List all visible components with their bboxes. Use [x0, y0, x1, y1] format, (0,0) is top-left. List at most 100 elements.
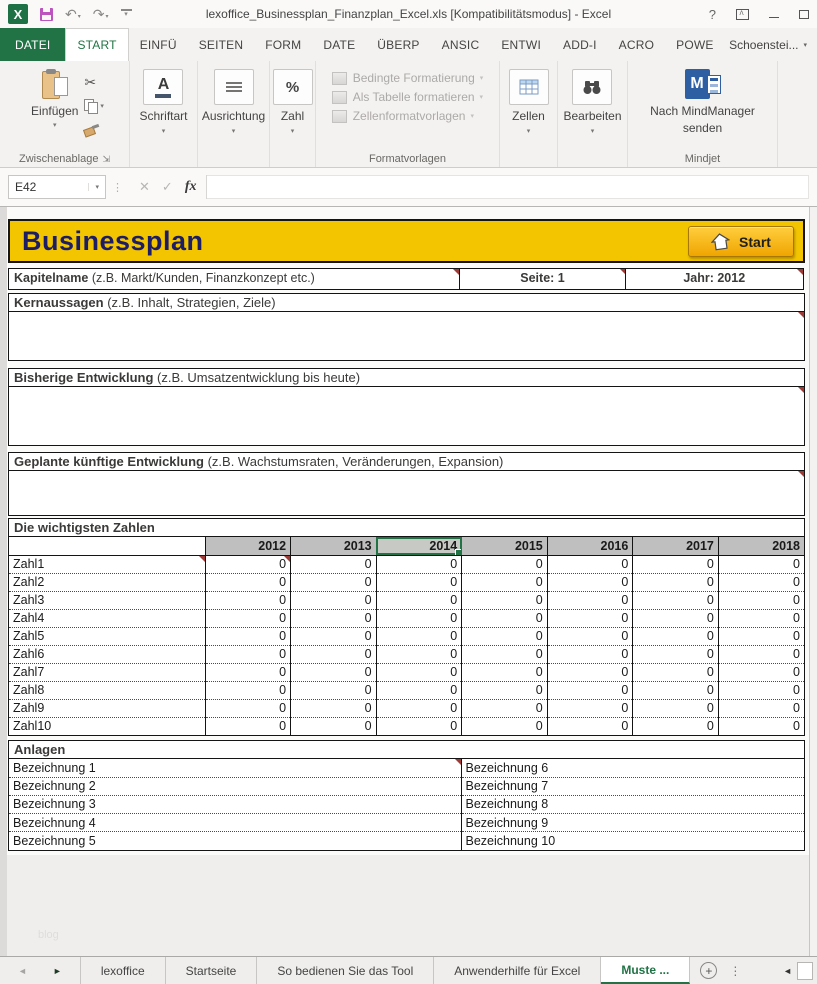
ribbon-tab-einfü[interactable]: EINFÜ — [139, 37, 177, 52]
value-cell[interactable]: 0 — [204, 591, 291, 610]
value-cell[interactable]: 0 — [204, 699, 291, 718]
value-cell[interactable]: 0 — [204, 555, 291, 574]
value-cell[interactable]: 0 — [375, 717, 462, 735]
year-header-cell[interactable]: 2015 — [461, 537, 548, 556]
value-cell[interactable]: 0 — [717, 663, 804, 682]
value-cell[interactable]: 0 — [290, 645, 377, 664]
value-cell[interactable]: 0 — [461, 663, 548, 682]
value-cell[interactable]: 0 — [461, 555, 548, 574]
value-cell[interactable]: 0 — [546, 591, 633, 610]
sheet-tab-lexoffice[interactable]: lexoffice — [81, 957, 166, 984]
value-cell[interactable]: 0 — [290, 555, 377, 574]
corner-cell[interactable] — [9, 537, 205, 556]
value-cell[interactable]: 0 — [461, 573, 548, 592]
year-header-cell[interactable]: 2018 — [717, 537, 804, 556]
ribbon-tab-add-i[interactable]: ADD-I — [563, 37, 597, 52]
sheet-tab-muste[interactable]: Muste ... — [601, 957, 691, 984]
insert-function-icon[interactable]: fx — [184, 179, 197, 194]
vertical-scrollbar[interactable] — [809, 207, 817, 956]
value-cell[interactable]: 0 — [204, 573, 291, 592]
format-painter-button[interactable] — [84, 121, 104, 139]
anlage-cell[interactable]: Bezeichnung 1 — [9, 759, 462, 778]
value-cell[interactable]: 0 — [375, 681, 462, 700]
value-cell[interactable]: 0 — [546, 699, 633, 718]
value-cell[interactable]: 0 — [717, 555, 804, 574]
enter-icon[interactable]: ✓ — [161, 179, 173, 194]
row-label-cell[interactable]: Zahl8 — [9, 681, 205, 700]
value-cell[interactable]: 0 — [461, 627, 548, 646]
anlage-cell[interactable]: Bezeichnung 6 — [461, 759, 804, 778]
value-cell[interactable]: 0 — [204, 717, 291, 735]
row-label-cell[interactable]: Zahl5 — [9, 627, 205, 646]
value-cell[interactable]: 0 — [632, 555, 719, 574]
value-cell[interactable]: 0 — [461, 609, 548, 628]
section-geplante-entwicklung[interactable]: Geplante künftige Entwicklung (z.B. Wach… — [8, 452, 805, 516]
row-label-cell[interactable]: Zahl9 — [9, 699, 205, 718]
anlage-cell[interactable]: Bezeichnung 5 — [9, 831, 462, 850]
ribbon-tab-start[interactable]: START — [65, 28, 129, 61]
value-cell[interactable]: 0 — [717, 627, 804, 646]
sheet-tab-sobedienensiedastool[interactable]: So bedienen Sie das Tool — [257, 957, 435, 984]
cancel-icon[interactable]: ✕ — [139, 179, 150, 194]
value-cell[interactable]: 0 — [461, 681, 548, 700]
seite-cell[interactable]: Seite: 1 — [458, 268, 627, 290]
row-label-cell[interactable]: Zahl3 — [9, 591, 205, 610]
year-header-cell[interactable]: 2017 — [632, 537, 719, 556]
anlage-cell[interactable]: Bezeichnung 3 — [9, 795, 462, 815]
copy-button[interactable]: ▾ — [84, 97, 104, 115]
value-cell[interactable]: 0 — [546, 717, 633, 735]
anlage-cell[interactable]: Bezeichnung 8 — [461, 795, 804, 815]
value-cell[interactable]: 0 — [375, 663, 462, 682]
value-cell[interactable]: 0 — [632, 609, 719, 628]
row-label-cell[interactable]: Zahl6 — [9, 645, 205, 664]
value-cell[interactable]: 0 — [632, 681, 719, 700]
ribbon-tab-acro[interactable]: ACRO — [618, 37, 655, 52]
value-cell[interactable]: 0 — [204, 663, 291, 682]
number-dropdown-button[interactable]: % Zahl ▾ — [272, 65, 313, 149]
name-box[interactable]: E42 ▾ — [8, 175, 106, 199]
start-button[interactable]: Start — [688, 226, 794, 257]
value-cell[interactable]: 0 — [632, 645, 719, 664]
value-cell[interactable]: 0 — [375, 591, 462, 610]
customize-toolbar-icon[interactable]: ▾ — [120, 9, 132, 19]
value-cell[interactable]: 0 — [204, 681, 291, 700]
value-cell[interactable]: 0 — [290, 717, 377, 735]
value-cell[interactable]: 0 — [461, 645, 548, 664]
value-cell[interactable]: 0 — [717, 609, 804, 628]
add-sheet-button[interactable]: + — [700, 962, 718, 979]
redo-button[interactable]: ↷ ▾ — [93, 7, 109, 21]
value-cell[interactable]: 0 — [717, 699, 804, 718]
value-cell[interactable]: 0 — [461, 699, 548, 718]
value-cell[interactable]: 0 — [717, 645, 804, 664]
value-cell[interactable]: 0 — [290, 681, 377, 700]
minimize-button[interactable] — [769, 11, 779, 18]
excel-app-icon[interactable]: X — [8, 4, 28, 24]
value-cell[interactable]: 0 — [290, 573, 377, 592]
value-cell[interactable]: 0 — [375, 627, 462, 646]
paste-button[interactable]: Einfügen ▾ — [25, 65, 84, 149]
row-label-cell[interactable]: Zahl1 — [9, 555, 205, 574]
value-cell[interactable]: 0 — [546, 573, 633, 592]
value-cell[interactable]: 0 — [717, 681, 804, 700]
font-dropdown-button[interactable]: A Schriftart ▾ — [139, 65, 188, 149]
section-kernaussagen[interactable]: Kernaussagen (z.B. Inhalt, Strategien, Z… — [8, 293, 805, 361]
ribbon-tab-datei[interactable]: DATEI — [0, 28, 66, 61]
ribbon-tab-powe[interactable]: POWE — [676, 37, 714, 52]
cells-dropdown-button[interactable]: Zellen ▾ — [508, 65, 549, 149]
value-cell[interactable]: 0 — [546, 681, 633, 700]
value-cell[interactable]: 0 — [632, 573, 719, 592]
value-cell[interactable]: 0 — [717, 717, 804, 735]
ribbon-tab-form[interactable]: FORM — [265, 37, 302, 52]
sheet-nav-left-icon[interactable]: ◄ — [18, 965, 27, 976]
value-cell[interactable]: 0 — [546, 609, 633, 628]
value-cell[interactable]: 0 — [546, 663, 633, 682]
kapitelname-cell[interactable]: Kapitelname (z.B. Markt/Kunden, Finanzko… — [8, 268, 460, 290]
more-options-icon[interactable]: ⋮ — [729, 963, 742, 978]
value-cell[interactable]: 0 — [204, 645, 291, 664]
tab-scroll-left-icon[interactable]: ◄ — [783, 965, 792, 976]
cut-button[interactable]: ✂ — [84, 73, 104, 91]
value-cell[interactable]: 0 — [375, 645, 462, 664]
value-cell[interactable]: 0 — [290, 699, 377, 718]
value-cell[interactable]: 0 — [204, 627, 291, 646]
jahr-cell[interactable]: Jahr: 2012 — [625, 268, 804, 290]
